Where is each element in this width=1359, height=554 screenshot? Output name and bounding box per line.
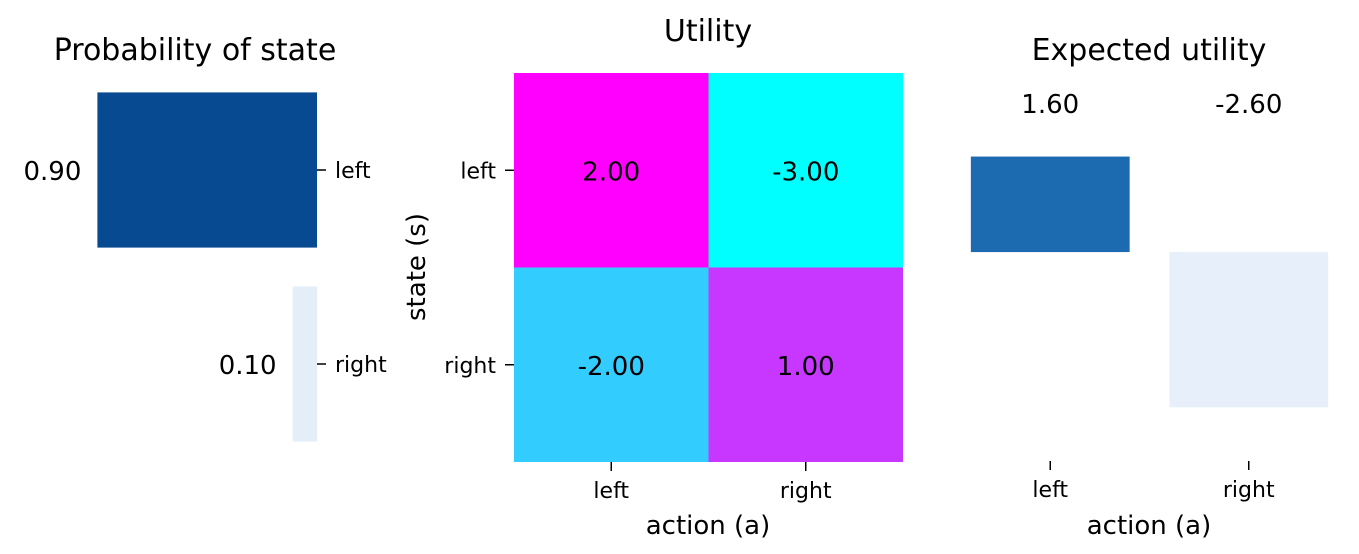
probability-tick-label-right: right — [335, 353, 387, 378]
expected-utility-x-tick-label-right: right — [1223, 478, 1275, 503]
utility-cell-label-right-left: -2.00 — [578, 352, 645, 382]
utility-cell-left-right — [708, 73, 903, 268]
probability-value-label-right: 0.10 — [219, 351, 277, 381]
utility-y-tick-label-left: left — [460, 159, 496, 184]
expected-utility-title: Expected utility — [1032, 33, 1267, 68]
expected-utility-x-axis-label: action (a) — [1087, 511, 1212, 541]
probability-tick-label-left: left — [335, 159, 371, 184]
utility-cell-left-left — [514, 73, 709, 268]
utility-y-axis-label: state (s) — [402, 213, 432, 321]
utility-x-tick-label-right: right — [780, 479, 832, 504]
utility-cell-right-left — [514, 267, 709, 462]
expected-utility-value-label-left: 1.60 — [1021, 90, 1079, 120]
utility-x-axis-label: action (a) — [646, 511, 771, 541]
expected-utility-panel: Expected utility 1.60 left -2.60 right acti… — [970, 33, 1329, 541]
expected-utility-value-label-right: -2.60 — [1215, 90, 1282, 120]
probability-panel: Probability of state 0.90 left 0.10 right — [24, 33, 387, 442]
utility-cell-label-right-right: 1.00 — [777, 352, 835, 382]
utility-title: Utility — [664, 14, 752, 49]
probability-value-label-left: 0.90 — [24, 157, 82, 187]
utility-x-tick-label-left: left — [593, 479, 629, 504]
probability-bar-right — [292, 286, 317, 442]
utility-y-tick-label-right: right — [444, 354, 496, 379]
expected-utility-bar-right — [1169, 252, 1329, 408]
probability-bar-left — [97, 92, 318, 248]
utility-panel: Utility 2.00 -3.00 -2.00 1.00 left right left r… — [402, 14, 903, 541]
expected-utility-x-tick-label-left: left — [1032, 478, 1068, 503]
expected-utility-bar-left — [970, 156, 1130, 253]
utility-cell-label-left-left: 2.00 — [582, 157, 640, 187]
utility-cell-label-left-right: -3.00 — [772, 157, 839, 187]
probability-title: Probability of state — [54, 33, 337, 68]
utility-cell-right-right — [708, 267, 903, 462]
